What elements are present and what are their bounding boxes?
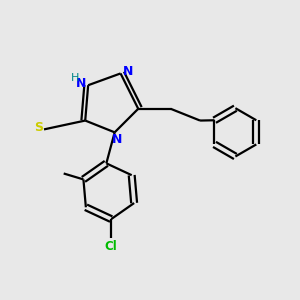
Text: N: N <box>123 64 133 78</box>
Text: H: H <box>71 73 79 83</box>
Text: S: S <box>34 122 43 134</box>
Text: N: N <box>76 77 86 90</box>
Text: N: N <box>112 133 122 146</box>
Text: Cl: Cl <box>105 240 118 253</box>
